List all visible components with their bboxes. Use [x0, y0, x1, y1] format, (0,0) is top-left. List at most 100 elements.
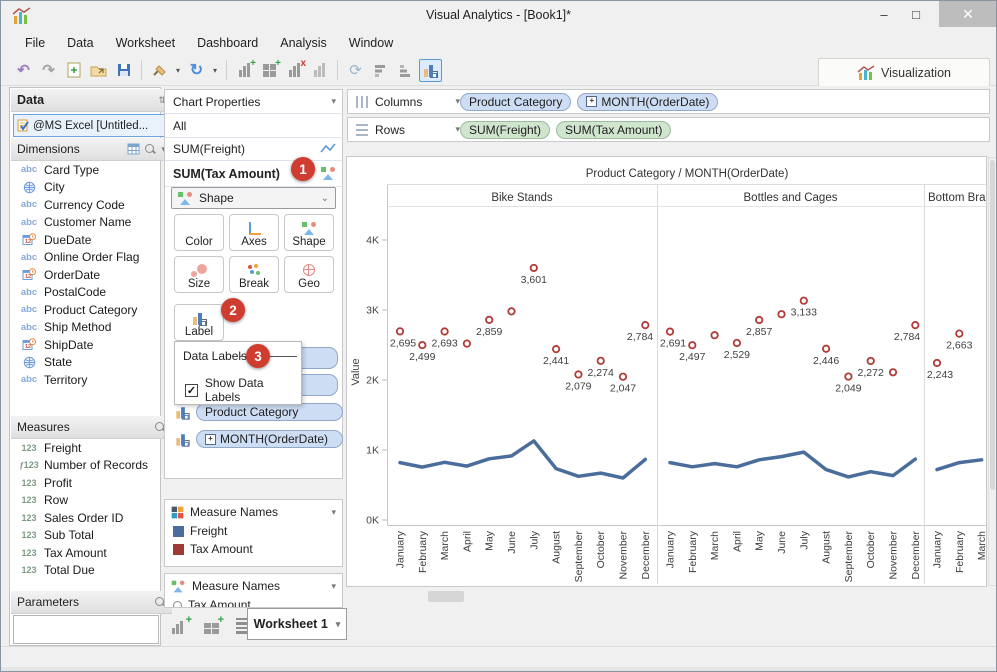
connect-data-icon[interactable]	[148, 59, 171, 82]
chevron-down-icon[interactable]: ▾	[455, 96, 460, 106]
shelf-pill-product-category[interactable]: Product Category	[460, 92, 572, 111]
dimension-item-state[interactable]: State	[11, 354, 160, 372]
dimension-item-currency-code[interactable]: abc Currency Code	[11, 196, 160, 214]
tax-amount-point[interactable]	[710, 331, 719, 340]
parameters-header[interactable]: Parameters	[11, 591, 172, 614]
geo-button[interactable]: Geo	[284, 256, 334, 293]
rows-shelf-label[interactable]: Rows ▾	[348, 123, 460, 137]
sort-ascending-icon[interactable]	[394, 59, 417, 82]
tax-amount-point[interactable]	[395, 327, 405, 336]
measure-item-tax-amount[interactable]: 123 Tax Amount	[11, 544, 160, 562]
add-chart-icon[interactable]: +	[233, 58, 256, 82]
data-connection-item[interactable]: @MS Excel [Untitled...	[13, 114, 165, 137]
breakdown-pill-product-category[interactable]: Product Category	[196, 403, 343, 421]
worksheet-tab[interactable]: Worksheet 1 ▾	[247, 608, 347, 640]
measure-item-sub-total[interactable]: 123 Sub Total	[11, 527, 160, 545]
redo-icon[interactable]: ↷	[42, 62, 55, 79]
color-button[interactable]: Color	[174, 214, 224, 251]
tax-amount-point[interactable]	[755, 315, 764, 325]
menu-item-worksheet[interactable]: Worksheet	[115, 35, 176, 50]
shape-button[interactable]: Shape	[284, 214, 334, 251]
table-icon[interactable]	[127, 143, 140, 155]
search-icon[interactable]	[155, 596, 166, 608]
dropdown-icon[interactable]: ▾	[175, 65, 180, 75]
parameters-list[interactable]	[13, 615, 159, 644]
chevron-down-icon[interactable]: ▾	[455, 124, 460, 134]
dropdown-icon[interactable]: ▾	[212, 65, 217, 75]
expand-icon[interactable]: +	[586, 96, 598, 107]
data-panel-header[interactable]: Data ⇅	[11, 89, 172, 112]
tax-amount-point[interactable]	[507, 307, 516, 316]
tax-amount-point[interactable]	[418, 340, 427, 350]
measure-item-profit[interactable]: 123 Profit	[11, 474, 160, 492]
axes-button[interactable]: Axes	[229, 214, 279, 251]
add-crosstab-icon[interactable]: +	[258, 58, 281, 82]
remove-chart-icon[interactable]: x	[283, 58, 306, 82]
search-icon[interactable]	[145, 143, 156, 155]
tax-amount-point[interactable]	[618, 372, 628, 381]
tax-amount-point[interactable]	[440, 327, 449, 336]
shape-legend-header[interactable]: Measure Names ▾	[165, 574, 342, 596]
add-dashboard-icon[interactable]: +	[204, 614, 226, 634]
break-button[interactable]: Break	[229, 256, 279, 293]
legend-entry[interactable]: Freight	[165, 522, 342, 540]
bar-chart-icon[interactable]	[308, 59, 331, 82]
tax-amount-point[interactable]	[955, 329, 964, 338]
open-icon[interactable]	[87, 59, 110, 82]
tax-amount-point[interactable]	[732, 338, 741, 348]
freight-line[interactable]	[398, 439, 648, 480]
tax-amount-point[interactable]	[529, 263, 538, 273]
size-button[interactable]: Size	[174, 256, 224, 293]
menu-item-dashboard[interactable]: Dashboard	[197, 35, 259, 50]
label-button[interactable]: Label	[174, 304, 224, 341]
breakdown-pill-month-orderdate[interactable]: + MONTH(OrderDate)	[196, 430, 343, 448]
dimension-item-duedate[interactable]: 12 DueDate	[11, 231, 160, 249]
label-marks-button[interactable]	[419, 58, 442, 82]
search-icon[interactable]	[155, 421, 166, 433]
tax-amount-point[interactable]	[777, 310, 786, 319]
tax-amount-point[interactable]	[932, 358, 942, 368]
new-workbook-icon[interactable]	[62, 59, 85, 82]
worksheet-list-icon[interactable]	[236, 616, 258, 634]
mark-type-dropdown[interactable]: Shape ⌄	[171, 187, 336, 209]
save-icon[interactable]	[112, 59, 135, 82]
dimension-item-territory[interactable]: abc Territory	[11, 371, 160, 389]
tax-amount-point[interactable]	[596, 356, 605, 365]
shelf-pill-sum-tax-amount-[interactable]: SUM(Tax Amount)	[556, 120, 672, 139]
dimension-item-city[interactable]: City	[11, 179, 160, 197]
swap-axes-icon[interactable]: ⟳	[349, 62, 362, 79]
dimension-item-card-type[interactable]: abc Card Type	[11, 161, 160, 179]
vertical-scrollbar-thumb[interactable]	[990, 160, 995, 490]
dimension-item-shipdate[interactable]: 12 ShipDate	[11, 336, 160, 354]
dimensions-header[interactable]: Dimensions ▾	[11, 138, 172, 161]
measure-item-row[interactable]: 123 Row	[11, 492, 160, 510]
tax-amount-point[interactable]	[799, 296, 808, 305]
undo-icon[interactable]: ↶	[17, 62, 30, 79]
dimension-item-customer-name[interactable]: abc Customer Name	[11, 214, 160, 232]
tax-amount-point[interactable]	[641, 321, 650, 330]
chevron-down-icon[interactable]: ▾	[331, 506, 336, 517]
tax-amount-point[interactable]	[665, 327, 675, 336]
tax-amount-point[interactable]	[552, 345, 561, 354]
tax-amount-point[interactable]	[821, 344, 831, 353]
menu-item-analysis[interactable]: Analysis	[280, 35, 327, 50]
dimension-item-orderdate[interactable]: 12 OrderDate	[11, 266, 160, 284]
add-worksheet-icon[interactable]: +	[172, 614, 194, 634]
measure-item-sales-order-id[interactable]: 123 Sales Order ID	[11, 509, 160, 527]
measure-row-all[interactable]: All	[165, 115, 344, 138]
columns-shelf-label[interactable]: Columns ▾	[348, 95, 460, 109]
expand-icon[interactable]: +	[205, 433, 216, 445]
shelf-pill-sum-freight-[interactable]: SUM(Freight)	[460, 120, 551, 139]
sort-updown-icon[interactable]: ⇅	[158, 94, 166, 105]
dimension-item-postalcode[interactable]: abc PostalCode	[11, 284, 160, 302]
measure-row-tax-amount[interactable]: SUM(Tax Amount)	[165, 161, 344, 187]
legend-entry[interactable]: Tax Amount	[165, 596, 342, 607]
sort-descending-icon[interactable]	[369, 59, 392, 82]
chevron-down-icon[interactable]: ▾	[331, 96, 336, 106]
freight-line[interactable]	[935, 458, 984, 472]
menu-item-data[interactable]: Data	[67, 35, 94, 50]
tax-amount-point[interactable]	[866, 356, 875, 366]
tax-amount-point[interactable]	[485, 315, 494, 324]
dimension-item-online-order-flag[interactable]: abc Online Order Flag	[11, 249, 160, 267]
dimension-item-ship-method[interactable]: abc Ship Method	[11, 319, 160, 337]
